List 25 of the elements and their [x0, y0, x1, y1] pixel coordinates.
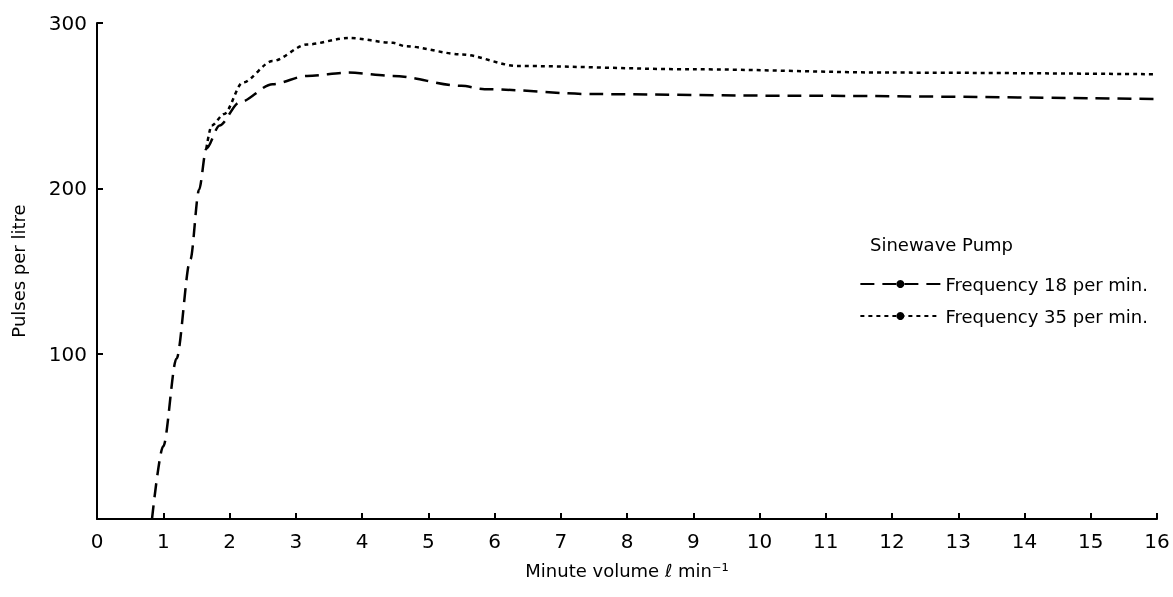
x-tick-label: 5: [421, 529, 435, 553]
x-tick-label: 6: [488, 529, 501, 553]
x-tick-label: 12: [879, 529, 905, 553]
y-axis-title: Pulses per litre: [7, 204, 29, 338]
x-tick-label: 1: [156, 529, 170, 553]
x-tick-label: 8: [620, 529, 634, 553]
y-tick-label: 200: [48, 176, 87, 201]
legend-label: Frequency 18 per min.: [945, 273, 1148, 295]
x-axis-title: Minute volume ℓ min⁻¹: [525, 559, 729, 581]
y-tick-label: 300: [48, 11, 87, 35]
x-tick-label: 0: [90, 529, 104, 553]
x-tick-label: 3: [289, 529, 303, 553]
x-tick-label: 11: [813, 529, 839, 553]
x-tick-label: 10: [746, 529, 773, 553]
x-tick-label: 9: [686, 529, 700, 553]
legend-title: Sinewave Pump: [869, 233, 1013, 255]
x-tick-label: 14: [1011, 529, 1038, 553]
x-tick-label: 16: [1144, 529, 1170, 553]
x-tick-label: 15: [1078, 529, 1104, 553]
legend-label: Frequency 35 per min.: [945, 305, 1148, 327]
x-tick-label: 4: [355, 529, 369, 553]
x-tick-label: 13: [945, 529, 971, 553]
x-tick-label: 7: [554, 529, 568, 553]
y-tick-label: 100: [48, 341, 87, 366]
x-tick-label: 2: [223, 529, 236, 553]
